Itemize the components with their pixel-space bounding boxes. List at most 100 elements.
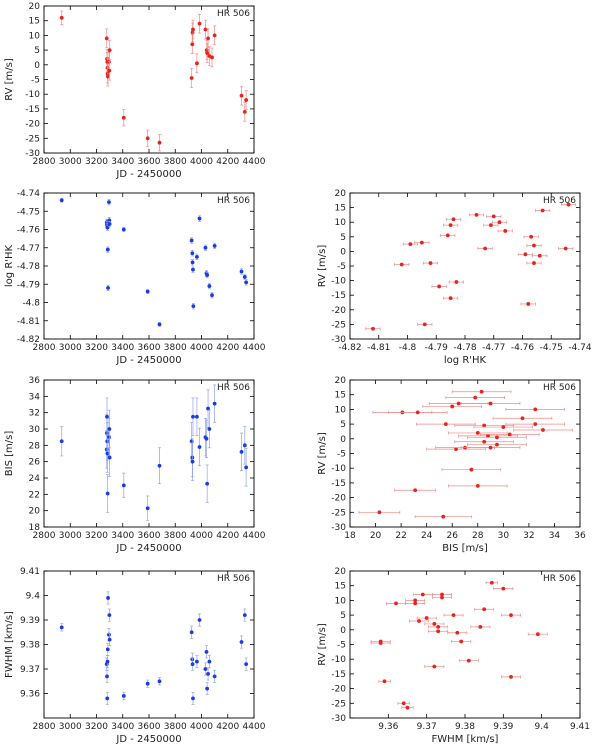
x-tick-label: 3600 (138, 157, 161, 167)
y-axis-label: FWHM [km/s] (4, 611, 15, 678)
y-tick-label: -4.77 (17, 244, 40, 254)
data-point (428, 261, 433, 265)
y-tick-label: -30 (331, 523, 346, 533)
x-tick-label: 9.4 (535, 722, 550, 732)
plot-frame (43, 379, 255, 528)
data-point (399, 262, 404, 267)
x-tick-label: 36 (574, 531, 586, 541)
data-point (190, 251, 195, 256)
y-tick-label: 9.36 (20, 690, 40, 700)
x-tick-label: 4400 (243, 531, 266, 541)
x-tick-label: 28 (472, 531, 484, 541)
x-tick-label: 4000 (190, 722, 213, 732)
x-tick-label: 18 (344, 531, 356, 541)
data-point (489, 580, 494, 585)
data-point (121, 115, 126, 120)
y-tick-label: -15 (25, 105, 40, 115)
y-tick-label: -15 (331, 670, 346, 680)
x-tick-label: 3200 (85, 157, 108, 167)
x-tick-label: 3200 (85, 722, 108, 732)
plot-rv-vs-fwhm: 9.36 9.37 9.38 9.39 9.4 9.41 -30 -25 -20 -15 -10 -5… (317, 567, 590, 745)
y-tick-label: 5 (340, 611, 346, 621)
data-point (244, 662, 249, 666)
data-point (107, 200, 111, 205)
x-tick-label: 4200 (216, 343, 239, 353)
y-tick-label: 20 (335, 567, 347, 577)
data-point (378, 639, 383, 644)
x-tick-label: -4.76 (511, 343, 535, 353)
data-point (107, 427, 112, 431)
data-point (437, 284, 442, 289)
y-tick-label: 5 (340, 420, 346, 430)
data-point (107, 48, 112, 52)
y-tick-label: -25 (331, 320, 346, 330)
x-tick-label: 4200 (216, 531, 239, 541)
x-tick-label: 2800 (33, 157, 56, 167)
y-tick-label: -4.8 (22, 299, 40, 309)
x-tick-label: 3000 (59, 343, 82, 353)
data-point (507, 432, 512, 437)
plot-frame (43, 192, 255, 340)
x-tick-label: 4000 (190, 531, 213, 541)
x-tick-label: 30 (498, 531, 510, 541)
x-tick-label: 4200 (216, 722, 239, 732)
data-point (197, 618, 202, 622)
y-tick-label: -4.78 (17, 262, 41, 272)
data-point (105, 247, 110, 252)
data-point (197, 445, 202, 449)
y-tick-label: 9.37 (20, 665, 40, 675)
x-tick-label: -4.82 (338, 343, 361, 353)
plot-logrhk-vs-time: 2800 3000 3200 3400 3600 3800 4000 4200 4400 -4.8… (4, 189, 266, 366)
y-axis-label: RV [m/s] (4, 58, 15, 101)
data-point (473, 395, 478, 400)
data-point (482, 423, 487, 428)
y-tick-label: 28 (29, 441, 41, 451)
y-tick-label: 20 (29, 507, 41, 517)
x-axis-label: JD - 2450000 (115, 543, 181, 554)
data-point (535, 632, 540, 637)
plot-frame (349, 379, 581, 528)
x-tick-label: 4200 (216, 157, 239, 167)
data-point (189, 76, 194, 80)
y-tick-label: -5 (337, 262, 346, 272)
data-point (566, 202, 571, 207)
y-tick-label: 10 (335, 218, 347, 228)
data-point (491, 214, 496, 219)
data-point (244, 98, 249, 102)
data-point (482, 439, 487, 444)
data-point (540, 208, 545, 213)
y-tick-label: -5 (337, 641, 346, 651)
data-point (207, 427, 212, 431)
y-tick-label: 10 (335, 596, 347, 606)
data-point (205, 481, 210, 486)
data-point (59, 198, 64, 203)
x-tick-label: 24 (421, 531, 433, 541)
data-point (191, 304, 196, 309)
data-point (239, 93, 244, 98)
data-point (441, 514, 446, 519)
data-point (417, 619, 421, 623)
data-point (533, 407, 538, 412)
x-tick-label: -4.77 (482, 343, 505, 353)
plot-rv-vs-logrhk: -4.82 -4.81 -4.8 -4.79 -4.78 -4.77 -4.76 -4.75-… (317, 189, 592, 366)
data-point (501, 425, 506, 429)
x-tick-label: -4.8 (399, 343, 417, 353)
data-point (448, 296, 453, 301)
data-point (537, 253, 542, 258)
data-point (419, 240, 424, 245)
data-point (422, 322, 427, 327)
data-point (440, 595, 444, 600)
data-point (413, 601, 418, 606)
data-point (107, 68, 112, 73)
data-point (474, 213, 479, 217)
data-point (420, 592, 425, 597)
data-point (212, 244, 217, 248)
y-tick-label: -30 (331, 714, 346, 724)
x-axis-label: BIS [m/s] (442, 543, 488, 554)
data-point (210, 55, 214, 60)
data-point (157, 322, 162, 327)
x-tick-label: -4.79 (425, 343, 449, 353)
x-tick-label: -4.75 (540, 343, 563, 353)
x-tick-label: 4400 (243, 343, 266, 353)
y-tick-label: -20 (25, 120, 40, 130)
